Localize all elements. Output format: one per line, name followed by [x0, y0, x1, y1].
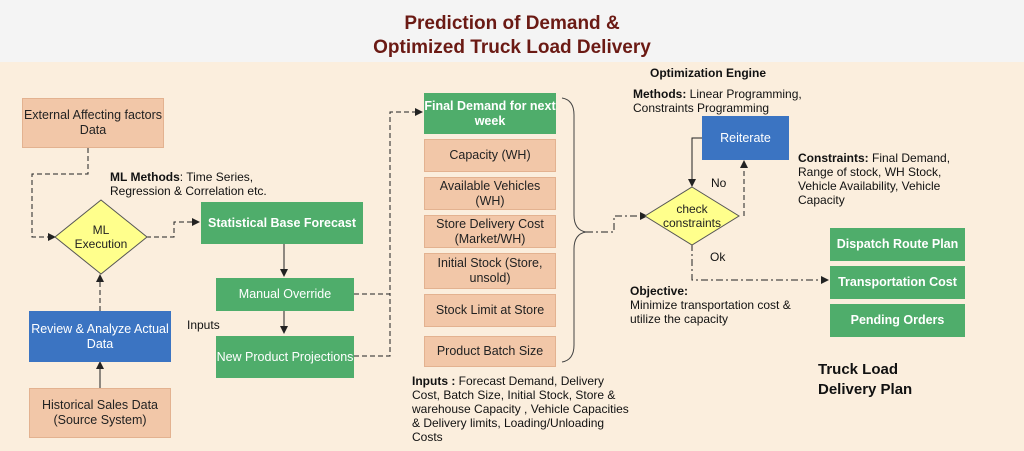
ml-execution-label: ML Execution [74, 223, 128, 251]
edge-bracket-to-check [586, 212, 648, 233]
new-product-box: New Product Projections [216, 336, 354, 378]
statistical-forecast-box: Statistical Base Forecast [201, 202, 363, 244]
objective-title: Objective: [630, 284, 689, 298]
inputs-note: Inputs : Forecast Demand, Delivery Cost,… [412, 374, 630, 444]
edge-newproduct-to-final [354, 294, 391, 357]
edge-check-ok-to-outputs [691, 244, 829, 284]
ok-label: Ok [710, 250, 726, 264]
transportation-cost-box: Transportation Cost [830, 266, 965, 299]
available-vehicles-box: Available Vehicles (WH) [424, 177, 556, 210]
dispatch-route-box: Dispatch Route Plan [830, 228, 965, 261]
edge-reiterate-to-check [688, 137, 702, 187]
check-constraints-diamond [644, 186, 740, 246]
diagram-title-line2: Optimized Truck Load Delivery [373, 37, 651, 58]
manual-override-box: Manual Override [216, 278, 354, 311]
diagram-title-line1: Prediction of Demand & [404, 13, 620, 34]
truck-load-plan-label: Truck Load Delivery Plan [818, 361, 913, 398]
edge-external-to-ml [31, 148, 89, 241]
inputs-label: Inputs [187, 318, 220, 332]
check-constraints-label: check constraints [662, 202, 722, 230]
optimization-engine-label: Optimization Engine [650, 66, 766, 80]
store-delivery-cost-box: Store Delivery Cost (Market/WH) [424, 215, 556, 248]
inputs-bracket [561, 97, 587, 363]
external-factors-box: External Affecting factors Data [22, 98, 164, 148]
ml-execution-diamond [54, 199, 148, 275]
ml-methods-text: : Time Series, Regression & Correlation … [110, 170, 267, 198]
constraints-text: Final Demand, Range of stock, WH Stock, … [798, 151, 951, 207]
ml-methods-title: ML Methods [110, 170, 180, 184]
methods-title: Methods: [633, 87, 687, 101]
reiterate-box: Reiterate [702, 116, 789, 160]
objective-text: Minimize transportation cost & utilize t… [630, 298, 791, 326]
methods-text: Linear Programming, Constraints Programm… [633, 87, 802, 115]
inputs-note-text: Forecast Demand, Delivery Cost, Batch Si… [412, 374, 629, 444]
review-analyze-box: Review & Analyze Actual Data [29, 311, 171, 362]
pending-orders-box: Pending Orders [830, 304, 965, 337]
constraints-note: Constraints: Final Demand, Range of stoc… [798, 151, 958, 207]
final-demand-box: Final Demand for next week [424, 93, 556, 134]
product-batch-box: Product Batch Size [424, 336, 556, 367]
historical-sales-box: Historical Sales Data (Source System) [29, 388, 171, 438]
no-label: No [711, 176, 727, 190]
methods-note: Methods: Linear Programming, Constraints… [633, 87, 813, 115]
objective-note: Objective: Minimize transportation cost &… [630, 284, 798, 326]
ml-methods-note: ML Methods: Time Series, Regression & Co… [110, 170, 282, 198]
capacity-box: Capacity (WH) [424, 139, 556, 172]
initial-stock-box: Initial Stock (Store, unsold) [424, 253, 556, 289]
inputs-note-title: Inputs : [412, 374, 456, 388]
edge-manual-to-final [354, 108, 423, 295]
edge-ml-to-statistical [146, 218, 200, 238]
stock-limit-box: Stock Limit at Store [424, 294, 556, 327]
constraints-title: Constraints: [798, 151, 869, 165]
